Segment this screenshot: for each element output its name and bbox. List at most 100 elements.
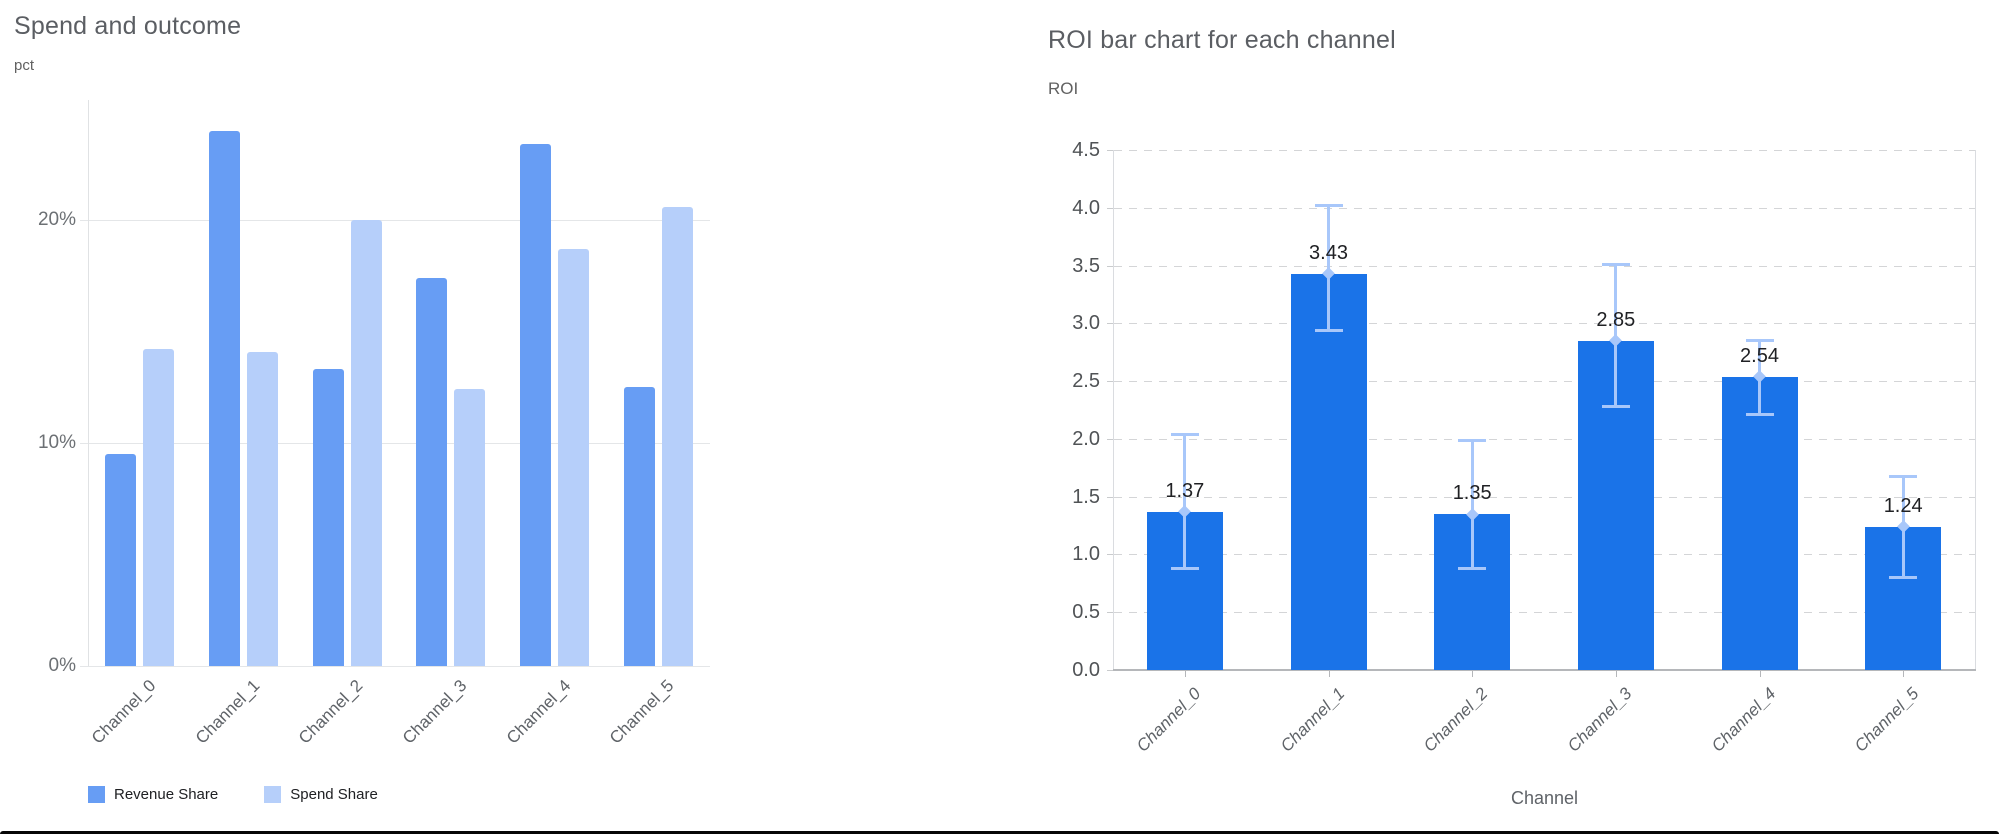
- right-x-tick-label-channel-4: Channel_4: [1707, 684, 1779, 756]
- left-chart-y-axis-unit: pct: [14, 57, 35, 74]
- legend-swatch-spend-share: [264, 786, 282, 803]
- bar-spend-share-channel-1: [247, 351, 278, 666]
- right-y-outer-tick: [1107, 381, 1113, 383]
- left-y-tick-label: 10%: [37, 432, 76, 453]
- right-y-outer-tick: [1107, 265, 1113, 267]
- error-bar-line-channel-2: [1470, 440, 1474, 570]
- left-x-tick-label-channel-2: Channel_2: [294, 676, 367, 748]
- left-y-gridline: [80, 666, 710, 667]
- legend-label-spend-share: Spend Share: [290, 786, 378, 803]
- right-x-tick-channel-1: [1328, 670, 1330, 677]
- bar-spend-share-channel-2: [350, 220, 382, 666]
- right-chart-x-axis-title: Channel: [1510, 788, 1579, 808]
- error-bar-cap-top-channel-0: [1170, 433, 1199, 437]
- right-y-tick-label: 4.0: [1072, 196, 1100, 219]
- error-bar-cap-bottom-channel-5: [1889, 575, 1918, 579]
- right-y-gridline: [1114, 207, 1975, 209]
- right-y-gridline: [1114, 554, 1975, 556]
- window-bottom-edge: [0, 831, 1999, 834]
- right-x-tick-label-channel-1: Channel_1: [1276, 684, 1348, 756]
- right-chart-y-axis-unit: ROI: [1048, 79, 1079, 98]
- error-bar-cap-top-channel-3: [1601, 263, 1630, 267]
- left-x-tick-label-channel-0: Channel_0: [87, 676, 160, 748]
- right-y-outer-tick: [1107, 438, 1113, 440]
- error-bar-cap-bottom-channel-2: [1458, 567, 1487, 571]
- right-y-gridline: [1114, 496, 1975, 498]
- bar-value-label-channel-0: 1.37: [1165, 479, 1205, 502]
- legend-swatch-revenue-share: [88, 786, 105, 803]
- error-bar-cap-top-channel-1: [1314, 204, 1343, 208]
- right-x-tick-label-channel-0: Channel_0: [1132, 684, 1205, 756]
- right-x-tick-channel-3: [1615, 670, 1617, 677]
- bar-revenue-share-channel-1: [209, 130, 240, 666]
- right-plot-border-left: [1113, 150, 1114, 670]
- bar-value-label-channel-1: 3.43: [1309, 241, 1348, 264]
- bar-value-label-channel-4: 2.54: [1740, 344, 1779, 367]
- right-y-tick-label: 0.5: [1072, 601, 1100, 624]
- right-y-tick-label: 3.5: [1072, 254, 1100, 277]
- bar-spend-share-channel-0: [143, 349, 175, 666]
- bar-spend-share-channel-3: [454, 389, 486, 666]
- bar-value-label-channel-3: 2.85: [1596, 308, 1636, 331]
- left-chart-title: Spend and outcome: [14, 12, 242, 40]
- right-y-gridline: [1114, 381, 1975, 383]
- bar-revenue-share-channel-5: [623, 387, 655, 666]
- left-x-tick-label-channel-4: Channel_4: [502, 676, 574, 748]
- right-x-tick-channel-2: [1472, 670, 1474, 677]
- error-bar-line-channel-0: [1183, 434, 1187, 570]
- right-y-outer-tick: [1107, 150, 1113, 152]
- bar-revenue-share-channel-3: [416, 277, 448, 666]
- legend-label-revenue-share: Revenue Share: [114, 786, 219, 803]
- bar-roi-channel-1: [1290, 273, 1367, 670]
- right-y-tick-label: 2.0: [1072, 427, 1100, 450]
- right-x-tick-label-channel-3: Channel_3: [1563, 684, 1636, 756]
- left-x-tick-label-channel-3: Channel_3: [398, 676, 471, 748]
- right-x-tick-channel-4: [1759, 670, 1761, 677]
- right-y-gridline: [1114, 265, 1975, 267]
- error-bar-cap-top-channel-5: [1889, 474, 1918, 478]
- right-y-tick-label: 4.5: [1072, 139, 1100, 162]
- right-y-outer-tick: [1107, 496, 1113, 498]
- bar-spend-share-channel-5: [661, 206, 693, 666]
- error-bar-cap-bottom-channel-4: [1745, 412, 1774, 416]
- left-y-tick-label: 0%: [48, 655, 76, 676]
- left-x-tick-label-channel-5: Channel_5: [605, 676, 678, 748]
- right-y-outer-tick: [1107, 207, 1113, 209]
- bar-revenue-share-channel-4: [520, 144, 551, 666]
- left-y-tick-label: 20%: [37, 209, 76, 230]
- right-x-tick-label-channel-5: Channel_5: [1850, 684, 1923, 756]
- right-plot-border-right: [1975, 150, 1976, 670]
- right-y-tick-label: 0.0: [1072, 659, 1100, 681]
- right-y-tick-label: 3.0: [1072, 312, 1100, 335]
- error-bar-cap-top-channel-4: [1745, 338, 1774, 342]
- left-x-tick-label-channel-1: Channel_1: [191, 676, 263, 748]
- bar-spend-share-channel-4: [558, 248, 589, 666]
- left-y-axis-line: [88, 100, 89, 666]
- right-y-gridline: [1114, 612, 1975, 614]
- error-bar-cap-bottom-channel-1: [1314, 329, 1343, 333]
- right-y-outer-tick: [1107, 670, 1113, 671]
- right-y-tick-label: 1.5: [1072, 485, 1100, 508]
- right-x-tick-channel-5: [1903, 670, 1905, 677]
- legend-item-revenue-share: Revenue Share: [88, 786, 218, 803]
- right-x-tick-channel-0: [1184, 670, 1186, 677]
- right-x-axis-line: [1113, 669, 1976, 671]
- right-y-outer-tick: [1107, 323, 1113, 325]
- right-y-gridline: [1114, 323, 1975, 325]
- error-bar-cap-bottom-channel-0: [1170, 567, 1199, 571]
- right-y-outer-tick: [1107, 554, 1113, 556]
- left-y-gridline: [80, 443, 710, 444]
- right-x-tick-label-channel-2: Channel_2: [1419, 684, 1492, 756]
- right-y-gridline: [1114, 150, 1975, 152]
- bar-roi-channel-4: [1721, 376, 1798, 670]
- bar-value-label-channel-5: 1.24: [1883, 494, 1923, 517]
- left-y-gridline: [80, 220, 710, 221]
- left-chart-legend: Revenue Share Spend Share: [88, 786, 378, 803]
- bar-revenue-share-channel-0: [105, 454, 137, 666]
- right-y-tick-label: 1.0: [1072, 543, 1100, 566]
- right-y-tick-label: 2.5: [1072, 370, 1100, 393]
- legend-item-spend-share: Spend Share: [264, 786, 378, 803]
- right-y-outer-tick: [1107, 612, 1113, 614]
- bar-value-label-channel-2: 1.35: [1452, 482, 1492, 504]
